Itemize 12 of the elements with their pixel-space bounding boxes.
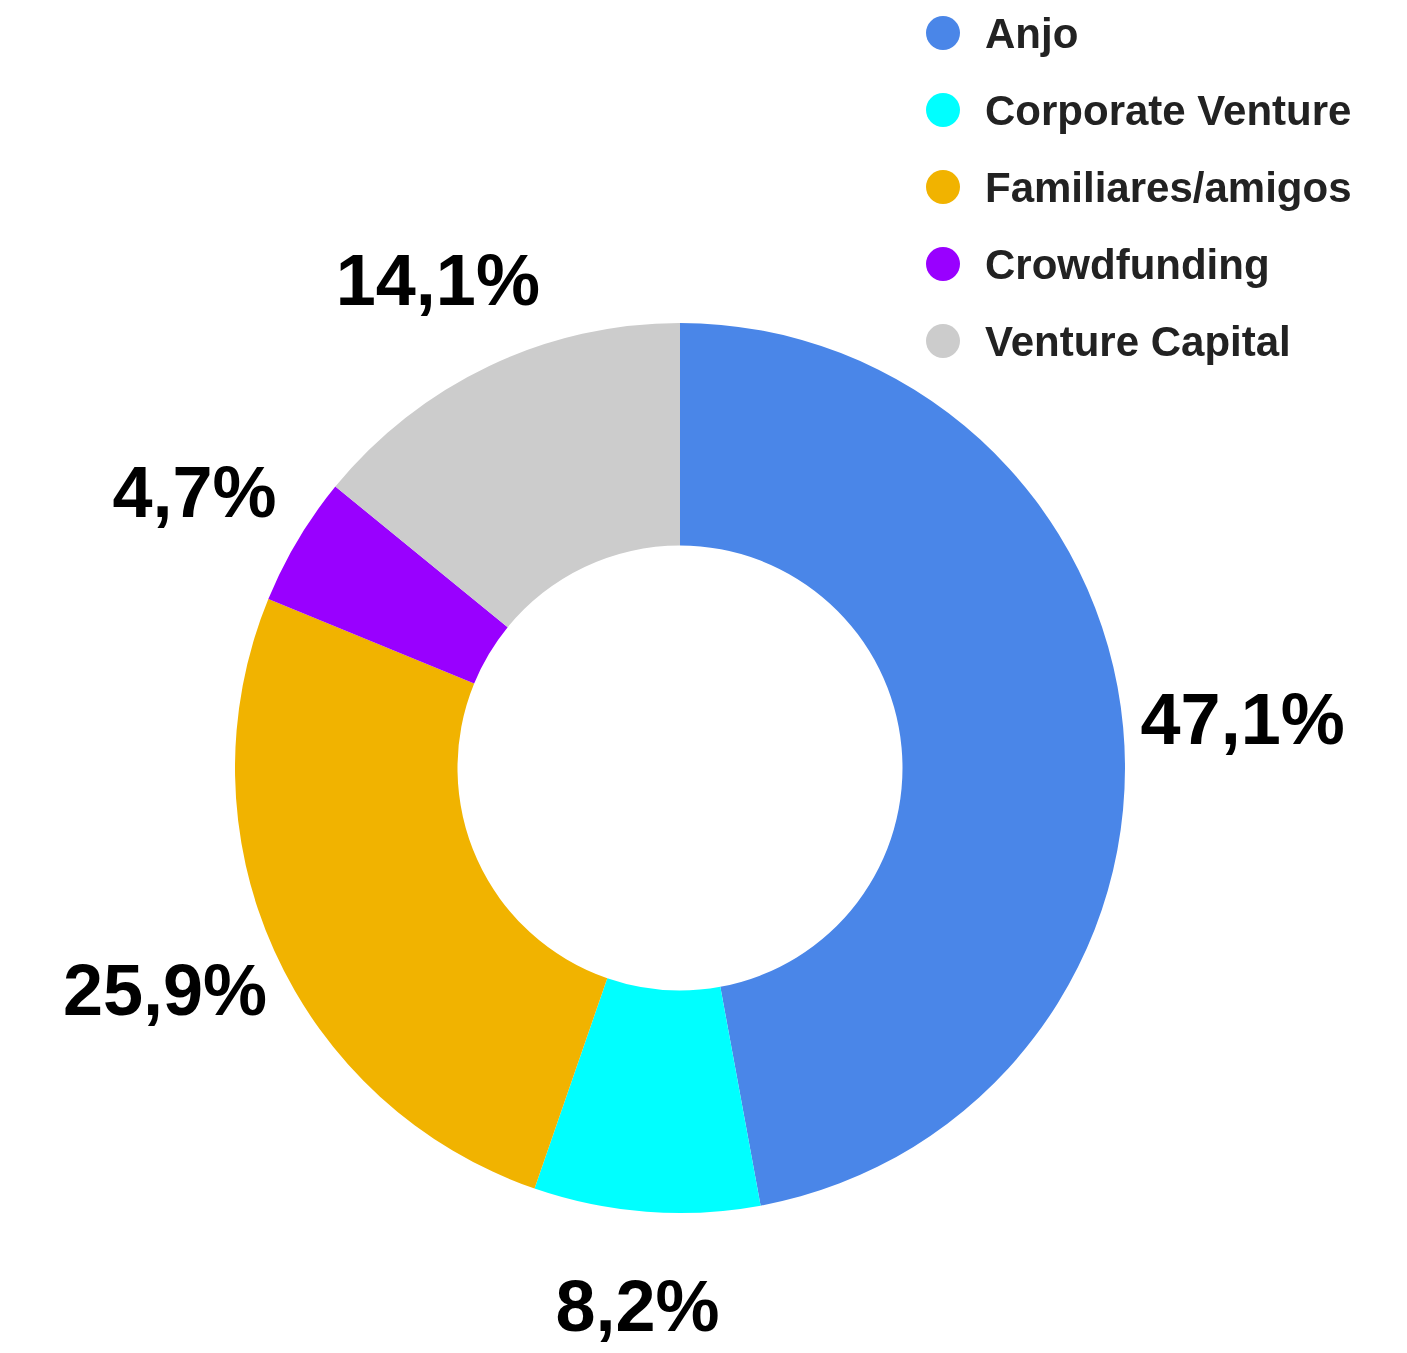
data-label: 14,1% (335, 240, 540, 321)
data-label: 25,9% (62, 950, 268, 1031)
legend-label: Venture Capital (985, 317, 1291, 365)
legend-label: Familiares/amigos (985, 163, 1352, 211)
legend-label: Crowdfunding (985, 240, 1270, 288)
donut-slice (534, 978, 761, 1213)
data-label: 8,2% (555, 1266, 720, 1347)
data-label: 47,1% (1140, 678, 1345, 759)
donut-slice (335, 323, 680, 628)
legend-label: Corporate Venture (985, 86, 1352, 134)
data-label: 4,7% (112, 451, 277, 532)
legend-label: Anjo (985, 9, 1079, 57)
